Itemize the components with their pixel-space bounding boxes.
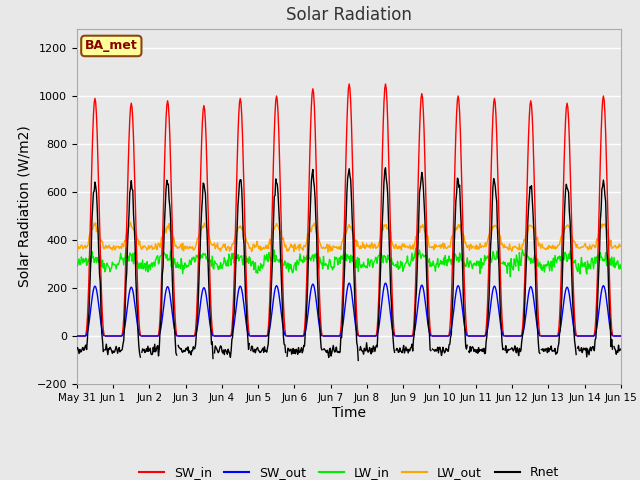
Legend: SW_in, SW_out, LW_in, LW_out, Rnet: SW_in, SW_out, LW_in, LW_out, Rnet	[134, 461, 564, 480]
Text: BA_met: BA_met	[85, 39, 138, 52]
X-axis label: Time: Time	[332, 406, 366, 420]
Y-axis label: Solar Radiation (W/m2): Solar Radiation (W/m2)	[17, 126, 31, 287]
Title: Solar Radiation: Solar Radiation	[286, 6, 412, 24]
